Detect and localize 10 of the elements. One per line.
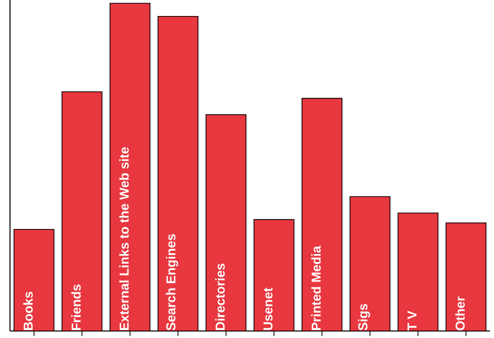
x-tick-label: Friends <box>71 284 81 330</box>
x-tick-label: Printed Media <box>311 246 321 330</box>
x-tick-label: Sigs <box>358 304 370 330</box>
x-tick-label: Books <box>23 292 33 330</box>
x-tick-label: Other <box>455 296 465 330</box>
x-tick-label: Usenet <box>263 288 273 330</box>
x-tick-label: Directories <box>215 264 225 330</box>
x-tick-label: T V <box>408 310 416 331</box>
x-tick-label: Search Engines <box>166 234 178 330</box>
x-tick-label: External Links to the Web site <box>119 147 129 330</box>
